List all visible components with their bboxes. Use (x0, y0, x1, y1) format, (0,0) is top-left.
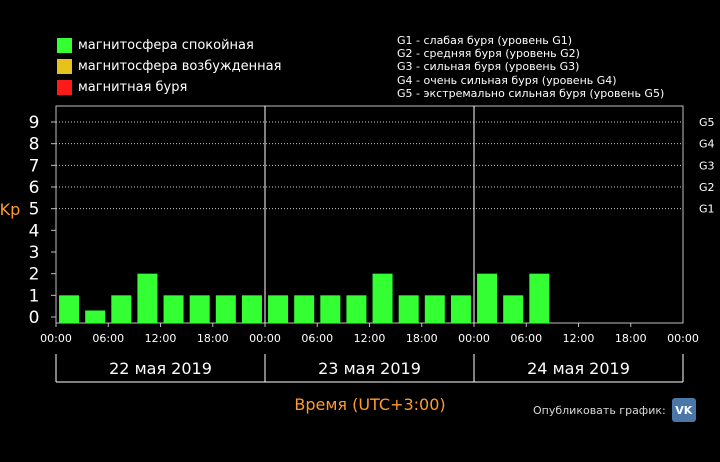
g-level-label: G1 (699, 203, 715, 216)
g-level-label: G3 (699, 159, 715, 172)
kp-bar (241, 295, 262, 323)
kp-legend: магнитосфера спокойная магнитосфера возб… (57, 35, 281, 98)
y-tick-label: 0 (29, 308, 40, 328)
x-tick-label: 12:00 (354, 332, 386, 345)
g-level-legend: G1 - слабая буря (уровень G1) G2 - средн… (397, 34, 664, 100)
kp-bar (320, 295, 341, 323)
y-tick-label: 6 (29, 178, 40, 198)
kp-bar (346, 295, 367, 323)
kp-bar (398, 295, 419, 323)
x-tick-label: 18:00 (406, 332, 438, 345)
kp-bar (424, 295, 445, 323)
legend-item-calm: магнитосфера спокойная (57, 35, 281, 56)
y-tick-label: 7 (29, 156, 40, 176)
y-tick-label: 9 (29, 113, 40, 133)
x-tick-label: 18:00 (197, 332, 229, 345)
x-tick-label: 06:00 (301, 332, 333, 345)
g-legend-g5: G5 - экстремально сильная буря (уровень … (397, 86, 665, 100)
y-tick-label: 4 (29, 221, 40, 241)
kp-bar (215, 295, 236, 323)
g-level-label: G4 (699, 138, 715, 151)
y-tick-label: 8 (29, 135, 40, 155)
x-tick-label: 00:00 (458, 332, 490, 345)
vk-icon[interactable]: VK (671, 398, 696, 422)
x-tick-label: 12:00 (563, 332, 595, 345)
y-tick-label: 3 (29, 243, 40, 263)
legend-item-excited: магнитосфера возбужденная (57, 56, 281, 77)
x-tick-label: 12:00 (145, 332, 177, 345)
g-legend-g3: G3 - сильная буря (уровень G3) (397, 60, 580, 74)
x-tick-label: 06:00 (510, 332, 542, 345)
vk-icon-text: VK (675, 403, 693, 417)
kp-bar (163, 295, 184, 323)
legend-swatch-excited (57, 59, 72, 74)
legend-label-excited: магнитосфера возбужденная (78, 59, 282, 74)
kp-bar (503, 295, 524, 323)
y-tick-label: 1 (29, 286, 40, 306)
kp-bar (111, 295, 132, 323)
kp-bar (268, 295, 289, 323)
legend-item-storm: магнитная буря (57, 77, 281, 98)
kp-bar (294, 295, 315, 323)
x-tick-label: 00:00 (667, 332, 699, 345)
kp-bar (477, 273, 498, 323)
kp-bar (450, 295, 471, 323)
legend-label-storm: магнитная буря (78, 80, 188, 95)
g-legend-g1: G1 - слабая буря (уровень G1) (397, 34, 573, 47)
y-tick-label: 2 (29, 265, 40, 285)
day-label: 24 мая 2019 (527, 359, 630, 378)
kp-bar (85, 310, 106, 323)
y-tick-label: 5 (29, 200, 40, 220)
g-level-label: G2 (699, 181, 715, 194)
publish-label: Опубликовать график: (533, 403, 666, 417)
day-label: 23 мая 2019 (318, 359, 421, 378)
kp-bar (189, 295, 210, 323)
day-label: 22 мая 2019 (109, 359, 212, 378)
legend-swatch-storm (57, 80, 72, 95)
kp-bar (59, 295, 80, 323)
legend-swatch-calm (57, 38, 72, 53)
publish-chart: Опубликовать график: VK (533, 398, 696, 422)
kp-bar (529, 273, 550, 323)
x-tick-label: 06:00 (92, 332, 124, 345)
g-legend-g4: G4 - очень сильная буря (уровень G4) (397, 73, 617, 87)
g-legend-g2: G2 - средняя буря (уровень G2) (397, 47, 580, 61)
y-axis-label: Kp (0, 200, 20, 219)
g-level-label: G5 (699, 116, 715, 129)
x-axis-label: Время (UTC+3:00) (294, 395, 446, 414)
kp-bar (372, 273, 393, 323)
x-tick-label: 00:00 (249, 332, 281, 345)
legend-label-calm: магнитосфера спокойная (78, 38, 254, 53)
kp-bar (137, 273, 158, 323)
x-tick-label: 00:00 (40, 332, 72, 345)
x-tick-label: 18:00 (615, 332, 647, 345)
